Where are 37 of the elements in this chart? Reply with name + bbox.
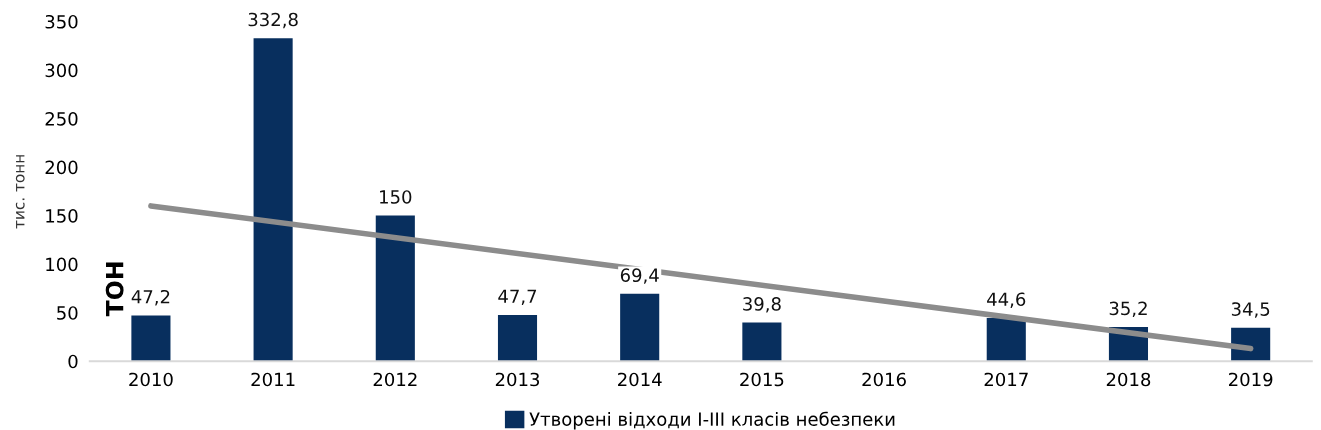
data-label: 44,6 (987, 292, 1026, 308)
x-tick-label: 2011 (251, 372, 295, 387)
y-axis-title: тис. тонн (15, 155, 25, 229)
data-label: 150 (380, 190, 412, 204)
data-label: 39,8 (743, 297, 781, 313)
data-label: 47,7 (498, 289, 537, 305)
bar (375, 215, 415, 362)
data-label: 47,2 (131, 289, 170, 306)
bar (131, 315, 171, 362)
x-tick-label: 2016 (862, 372, 906, 387)
x-tick-label: 2010 (129, 372, 173, 387)
y-tick-label: 0 (68, 354, 78, 369)
y-tick-label: 250 (45, 112, 78, 126)
annotation: ТОН (105, 262, 124, 317)
bar (742, 322, 782, 362)
x-tick-label: 2014 (618, 372, 662, 387)
data-label: 35,2 (1109, 301, 1147, 318)
y-tick-label: 50 (57, 306, 78, 320)
bar (253, 38, 293, 362)
x-tick-label: 2019 (1229, 372, 1273, 387)
bar (620, 293, 660, 362)
y-tick-label: 150 (46, 209, 78, 223)
bar (986, 317, 1026, 362)
bar (497, 314, 538, 362)
x-tick-label: 2012 (373, 372, 417, 387)
x-tick-label: 2015 (740, 372, 784, 387)
x-tick-label: 2017 (984, 372, 1028, 387)
y-tick-label: 300 (45, 63, 78, 78)
y-tick-label: 100 (46, 257, 78, 272)
data-label: 69,4 (620, 268, 659, 284)
legend-label: Утворені відходи I-III класів небезпеки (529, 411, 895, 430)
x-tick-label: 2013 (495, 372, 540, 387)
data-label: 34,5 (1231, 302, 1270, 318)
y-tick-label: 200 (45, 160, 78, 175)
x-tick-label: 2018 (1106, 372, 1151, 387)
y-tick-label: 350 (45, 14, 78, 29)
data-label: 332,8 (248, 12, 298, 29)
